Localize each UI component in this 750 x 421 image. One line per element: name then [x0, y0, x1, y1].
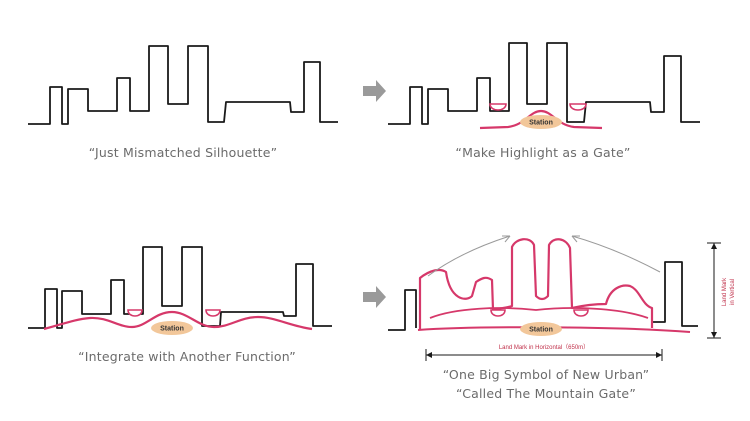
caption-panel-2: “Make Highlight as a Gate” — [455, 145, 631, 160]
left-arrowhead-icon — [426, 352, 432, 358]
mountain-gate-silhouette — [418, 238, 654, 330]
station-oval — [520, 115, 562, 129]
skyline-outline — [388, 289, 417, 331]
station-oval — [520, 322, 562, 336]
vertical-landmark-label-1: Land Mark — [722, 277, 728, 306]
vertical-landmark-label-2: in Vertical — [730, 279, 736, 305]
cup-left — [489, 103, 507, 111]
caption-panel-4-line-1: “One Big Symbol of New Urban” — [442, 367, 650, 382]
arrowhead-icon — [571, 235, 580, 243]
station-oval — [151, 321, 193, 335]
right-arrowhead-icon — [656, 352, 662, 358]
down-arrowhead-icon — [711, 332, 717, 338]
caption-panel-4-line-2: “Called The Mountain Gate” — [455, 386, 637, 401]
station-label: Station — [529, 120, 553, 127]
cup-left — [127, 309, 143, 317]
caption-panel-3: “Integrate with Another Function” — [78, 349, 296, 364]
panel-1-skyline — [28, 45, 338, 125]
horizontal-landmark-label: Land Mark in Horizontal（650m） — [499, 344, 589, 351]
cup-right — [205, 309, 221, 317]
cup-left — [490, 309, 506, 317]
panel-2-skyline: Station — [388, 42, 700, 130]
expansion-arrow-left — [427, 235, 511, 277]
panel-4-skyline: Station Land Mark in Horizontal（650m） La… — [388, 235, 736, 361]
expansion-arrow-right — [571, 235, 661, 273]
up-arrowhead-icon — [711, 243, 717, 249]
integrated-wave — [43, 310, 313, 331]
skyline-outline — [28, 45, 338, 125]
arrowhead-icon — [502, 235, 511, 243]
skyline-outline — [388, 42, 700, 125]
cup-right — [569, 103, 587, 111]
cup-right — [573, 309, 589, 317]
panel-3-skyline: Station — [28, 246, 332, 335]
gate-highlight-curve — [479, 109, 603, 130]
station-label: Station — [529, 327, 553, 334]
skyline-outline — [28, 246, 332, 329]
station-label: Station — [160, 326, 184, 333]
caption-panel-1: “Just Mismatched Silhouette” — [88, 145, 278, 160]
gate-inner-arch — [429, 307, 649, 319]
skyline-outline-right — [652, 261, 698, 327]
right-arrow-icon — [363, 80, 386, 102]
right-arrow-icon — [363, 286, 386, 308]
